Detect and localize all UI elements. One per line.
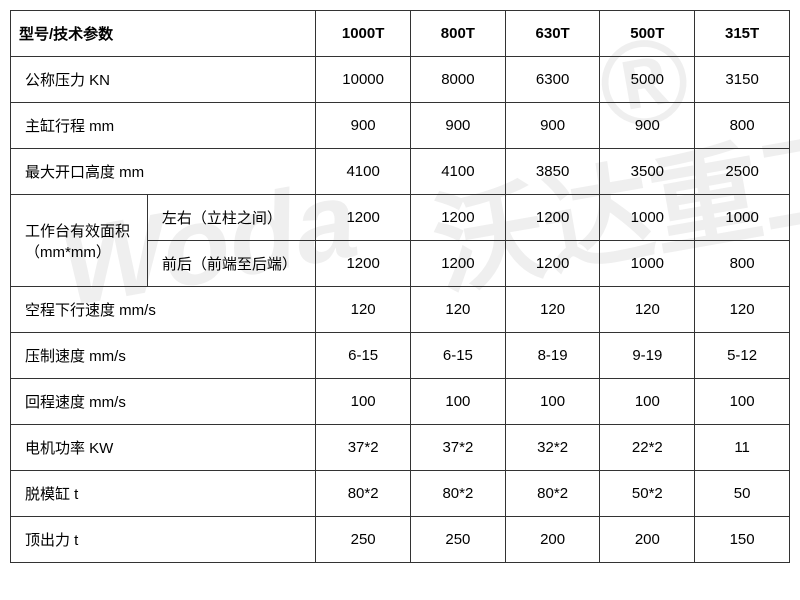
cell: 800	[695, 241, 790, 287]
cell: 37*2	[411, 425, 506, 471]
header-col-0: 1000T	[316, 11, 411, 57]
cell: 4100	[316, 149, 411, 195]
cell: 100	[695, 379, 790, 425]
cell: 100	[411, 379, 506, 425]
cell: 1200	[411, 195, 506, 241]
cell: 3850	[505, 149, 600, 195]
table-row: 工作台有效面积（mm*mm） 左右（立柱之间） 1200 1200 1200 1…	[11, 195, 790, 241]
cell: 150	[695, 517, 790, 563]
cell: 50*2	[600, 471, 695, 517]
cell: 200	[505, 517, 600, 563]
cell: 80*2	[316, 471, 411, 517]
cell: 8000	[411, 57, 506, 103]
cell: 900	[411, 103, 506, 149]
subrow-label: 左右（立柱之间）	[147, 195, 315, 241]
cell: 1200	[411, 241, 506, 287]
table-row: 电机功率 KW 37*2 37*2 32*2 22*2 11	[11, 425, 790, 471]
cell: 6-15	[316, 333, 411, 379]
table-row: 压制速度 mm/s 6-15 6-15 8-19 9-19 5-12	[11, 333, 790, 379]
cell: 120	[505, 287, 600, 333]
table-row: 最大开口高度 mm 4100 4100 3850 3500 2500	[11, 149, 790, 195]
cell: 3150	[695, 57, 790, 103]
cell: 250	[411, 517, 506, 563]
cell: 5000	[600, 57, 695, 103]
cell: 120	[600, 287, 695, 333]
cell: 9-19	[600, 333, 695, 379]
cell: 100	[316, 379, 411, 425]
group-label: 工作台有效面积（mm*mm）	[11, 195, 148, 287]
cell: 1200	[505, 241, 600, 287]
cell: 6-15	[411, 333, 506, 379]
cell: 3500	[600, 149, 695, 195]
cell: 120	[411, 287, 506, 333]
row-label: 最大开口高度 mm	[11, 149, 316, 195]
cell: 1200	[316, 241, 411, 287]
cell: 100	[505, 379, 600, 425]
cell: 120	[695, 287, 790, 333]
cell: 120	[316, 287, 411, 333]
cell: 80*2	[505, 471, 600, 517]
cell: 11	[695, 425, 790, 471]
cell: 900	[505, 103, 600, 149]
cell: 22*2	[600, 425, 695, 471]
cell: 80*2	[411, 471, 506, 517]
cell: 1200	[505, 195, 600, 241]
cell: 100	[600, 379, 695, 425]
subrow-label: 前后（前端至后端）	[147, 241, 315, 287]
row-label: 电机功率 KW	[11, 425, 316, 471]
table-row: 空程下行速度 mm/s 120 120 120 120 120	[11, 287, 790, 333]
row-label: 主缸行程 mm	[11, 103, 316, 149]
table-row: 脱模缸 t 80*2 80*2 80*2 50*2 50	[11, 471, 790, 517]
cell: 900	[316, 103, 411, 149]
row-label: 顶出力 t	[11, 517, 316, 563]
cell: 4100	[411, 149, 506, 195]
header-col-4: 315T	[695, 11, 790, 57]
table-row: 回程速度 mm/s 100 100 100 100 100	[11, 379, 790, 425]
cell: 5-12	[695, 333, 790, 379]
cell: 50	[695, 471, 790, 517]
spec-table: 型号/技术参数 1000T 800T 630T 500T 315T 公称压力 K…	[10, 10, 790, 563]
cell: 6300	[505, 57, 600, 103]
row-label: 空程下行速度 mm/s	[11, 287, 316, 333]
cell: 900	[600, 103, 695, 149]
cell: 200	[600, 517, 695, 563]
cell: 1000	[600, 195, 695, 241]
cell: 2500	[695, 149, 790, 195]
cell: 32*2	[505, 425, 600, 471]
row-label: 脱模缸 t	[11, 471, 316, 517]
header-col-1: 800T	[411, 11, 506, 57]
table-row: 公称压力 KN 10000 8000 6300 5000 3150	[11, 57, 790, 103]
table-row: 主缸行程 mm 900 900 900 900 800	[11, 103, 790, 149]
table-header-row: 型号/技术参数 1000T 800T 630T 500T 315T	[11, 11, 790, 57]
cell: 10000	[316, 57, 411, 103]
cell: 1200	[316, 195, 411, 241]
row-label: 公称压力 KN	[11, 57, 316, 103]
cell: 1000	[695, 195, 790, 241]
table-row: 顶出力 t 250 250 200 200 150	[11, 517, 790, 563]
spec-table-container: 型号/技术参数 1000T 800T 630T 500T 315T 公称压力 K…	[0, 0, 800, 573]
cell: 800	[695, 103, 790, 149]
row-label: 回程速度 mm/s	[11, 379, 316, 425]
row-label: 压制速度 mm/s	[11, 333, 316, 379]
cell: 250	[316, 517, 411, 563]
header-col-2: 630T	[505, 11, 600, 57]
cell: 8-19	[505, 333, 600, 379]
header-col-3: 500T	[600, 11, 695, 57]
cell: 37*2	[316, 425, 411, 471]
cell: 1000	[600, 241, 695, 287]
header-param: 型号/技术参数	[11, 11, 316, 57]
